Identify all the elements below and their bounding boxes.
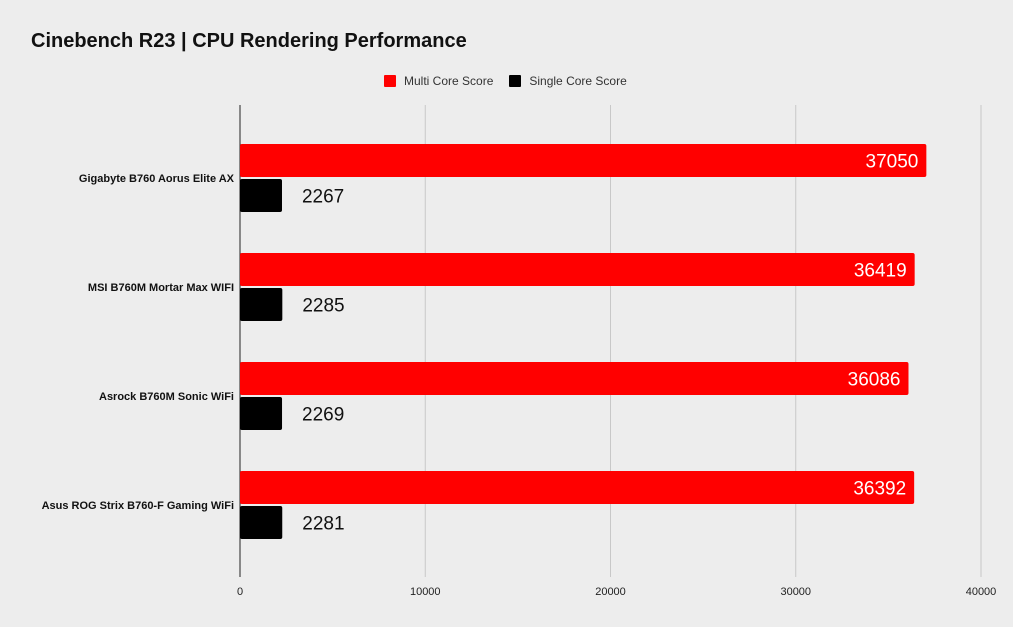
x-tick-label: 10000	[410, 586, 441, 598]
bar-multi-core	[240, 253, 915, 286]
bar-single-core	[240, 506, 283, 539]
x-tick-label: 40000	[966, 586, 997, 598]
data-label-single-core: 2269	[302, 405, 344, 426]
category-label: MSI B760M Mortar Max WIFI	[88, 282, 234, 294]
data-label-single-core: 2281	[302, 514, 344, 535]
legend-swatch-single-core	[509, 75, 522, 87]
x-tick-label: 20000	[595, 586, 626, 598]
data-label-multi-core: 36392	[853, 479, 906, 500]
bar-multi-core	[240, 362, 909, 395]
chart-title: Cinebench R23 | CPU Rendering Performanc…	[31, 30, 467, 52]
x-tick-label: 0	[237, 586, 243, 598]
data-label-multi-core: 36419	[854, 261, 907, 282]
bar-single-core	[240, 179, 282, 212]
data-label-multi-core: 37050	[866, 152, 919, 173]
category-label: Gigabyte B760 Aorus Elite AX	[79, 173, 235, 185]
category-label: Asrock B760M Sonic WiFi	[99, 391, 234, 403]
data-label-multi-core: 36086	[848, 370, 901, 391]
legend-label-multi-core: Multi Core Score	[404, 74, 494, 88]
x-tick-label: 30000	[780, 586, 811, 598]
data-label-single-core: 2285	[302, 296, 344, 317]
bar-single-core	[240, 288, 283, 321]
bar-single-core	[240, 397, 283, 430]
data-label-single-core: 2267	[302, 187, 344, 208]
legend-item-multi-core: Multi Core Score	[384, 74, 493, 88]
legend-item-single-core: Single Core Score	[509, 74, 627, 88]
bar-multi-core	[240, 144, 927, 177]
legend: Multi Core Score Single Core Score	[384, 74, 627, 88]
category-label: Asus ROG Strix B760-F Gaming WiFi	[42, 500, 234, 512]
legend-swatch-multi-core	[384, 75, 396, 87]
legend-label-single-core: Single Core Score	[529, 74, 627, 88]
bar-multi-core	[240, 471, 915, 504]
